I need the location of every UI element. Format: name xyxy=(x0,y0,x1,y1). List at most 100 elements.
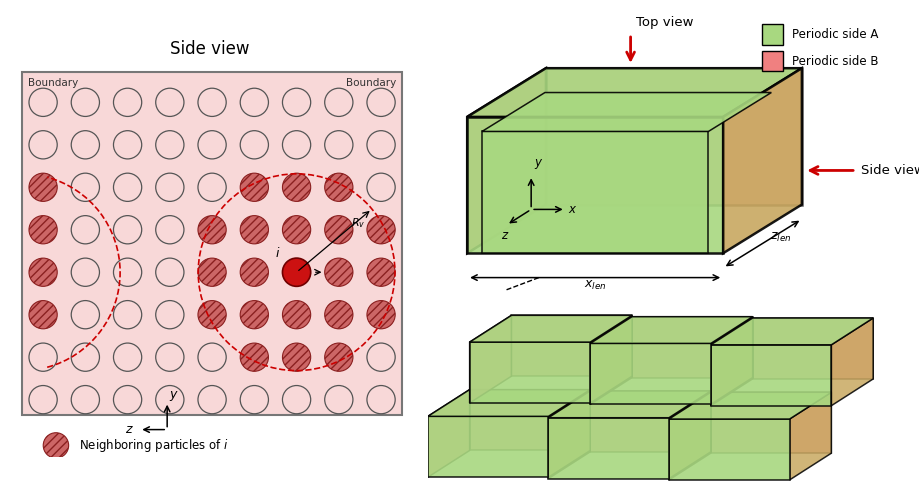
Polygon shape xyxy=(668,419,789,480)
Polygon shape xyxy=(427,390,469,477)
Polygon shape xyxy=(668,391,710,479)
Polygon shape xyxy=(668,393,710,480)
Circle shape xyxy=(240,216,268,244)
Polygon shape xyxy=(469,390,590,450)
Circle shape xyxy=(29,88,57,116)
Circle shape xyxy=(29,300,57,329)
Polygon shape xyxy=(590,391,710,452)
Polygon shape xyxy=(631,317,752,377)
Text: $x_{len}$: $x_{len}$ xyxy=(584,280,606,292)
Circle shape xyxy=(198,216,226,244)
Circle shape xyxy=(71,131,99,159)
Polygon shape xyxy=(469,316,631,342)
Text: $y$: $y$ xyxy=(533,157,542,171)
Circle shape xyxy=(155,386,184,414)
Text: Neighboring particles of $i$: Neighboring particles of $i$ xyxy=(79,437,229,454)
Circle shape xyxy=(198,131,226,159)
Circle shape xyxy=(282,386,311,414)
Circle shape xyxy=(324,343,353,371)
Circle shape xyxy=(324,386,353,414)
Circle shape xyxy=(43,433,69,458)
Polygon shape xyxy=(482,93,770,131)
Circle shape xyxy=(29,216,57,244)
Circle shape xyxy=(240,343,268,371)
Circle shape xyxy=(155,258,184,286)
Circle shape xyxy=(113,386,142,414)
Polygon shape xyxy=(590,343,710,404)
Circle shape xyxy=(71,343,99,371)
Polygon shape xyxy=(668,393,831,419)
Polygon shape xyxy=(467,68,545,253)
Circle shape xyxy=(155,343,184,371)
Circle shape xyxy=(240,88,268,116)
Circle shape xyxy=(367,300,395,329)
Circle shape xyxy=(367,88,395,116)
Circle shape xyxy=(198,258,226,286)
Circle shape xyxy=(282,131,311,159)
Circle shape xyxy=(324,88,353,116)
Polygon shape xyxy=(710,317,752,404)
FancyBboxPatch shape xyxy=(762,24,782,45)
Circle shape xyxy=(367,216,395,244)
Text: Top view: Top view xyxy=(635,16,692,29)
Circle shape xyxy=(113,300,142,329)
Polygon shape xyxy=(710,318,872,345)
Text: Boundary: Boundary xyxy=(346,78,395,88)
Circle shape xyxy=(113,343,142,371)
Circle shape xyxy=(367,173,395,202)
Polygon shape xyxy=(722,68,801,253)
Polygon shape xyxy=(590,316,631,403)
Circle shape xyxy=(324,173,353,202)
Polygon shape xyxy=(590,317,631,404)
Circle shape xyxy=(367,131,395,159)
Circle shape xyxy=(282,88,311,116)
Circle shape xyxy=(71,88,99,116)
Circle shape xyxy=(282,173,311,202)
Text: Periodic side A: Periodic side A xyxy=(791,28,878,41)
FancyBboxPatch shape xyxy=(762,51,782,72)
Circle shape xyxy=(240,386,268,414)
Polygon shape xyxy=(548,418,668,479)
Circle shape xyxy=(113,258,142,286)
Polygon shape xyxy=(590,317,752,343)
Circle shape xyxy=(113,173,142,202)
Circle shape xyxy=(324,216,353,244)
Polygon shape xyxy=(469,342,590,403)
Polygon shape xyxy=(467,117,722,253)
Circle shape xyxy=(367,258,395,286)
Circle shape xyxy=(113,216,142,244)
Circle shape xyxy=(198,300,226,329)
Text: $x$: $x$ xyxy=(567,203,577,216)
Polygon shape xyxy=(710,345,831,406)
Circle shape xyxy=(71,216,99,244)
Circle shape xyxy=(71,258,99,286)
Circle shape xyxy=(71,173,99,202)
Circle shape xyxy=(29,173,57,202)
Circle shape xyxy=(240,258,268,286)
Circle shape xyxy=(240,300,268,329)
Text: Side view: Side view xyxy=(860,164,919,177)
Polygon shape xyxy=(511,316,631,376)
Circle shape xyxy=(71,386,99,414)
Circle shape xyxy=(240,173,268,202)
Polygon shape xyxy=(710,318,752,406)
Polygon shape xyxy=(469,316,511,403)
Text: $i$: $i$ xyxy=(274,246,279,260)
Text: $z$: $z$ xyxy=(125,423,133,436)
Polygon shape xyxy=(752,318,872,379)
Polygon shape xyxy=(467,68,801,117)
Circle shape xyxy=(155,131,184,159)
Text: $R_v$: $R_v$ xyxy=(351,216,365,229)
Polygon shape xyxy=(789,393,831,480)
Polygon shape xyxy=(548,391,710,418)
Circle shape xyxy=(155,173,184,202)
Polygon shape xyxy=(710,393,831,453)
Polygon shape xyxy=(427,416,548,477)
Polygon shape xyxy=(427,390,590,416)
Text: Side view: Side view xyxy=(170,40,249,58)
Polygon shape xyxy=(482,131,708,253)
Circle shape xyxy=(29,386,57,414)
Circle shape xyxy=(198,343,226,371)
Text: Periodic side B: Periodic side B xyxy=(791,55,878,68)
Circle shape xyxy=(29,343,57,371)
